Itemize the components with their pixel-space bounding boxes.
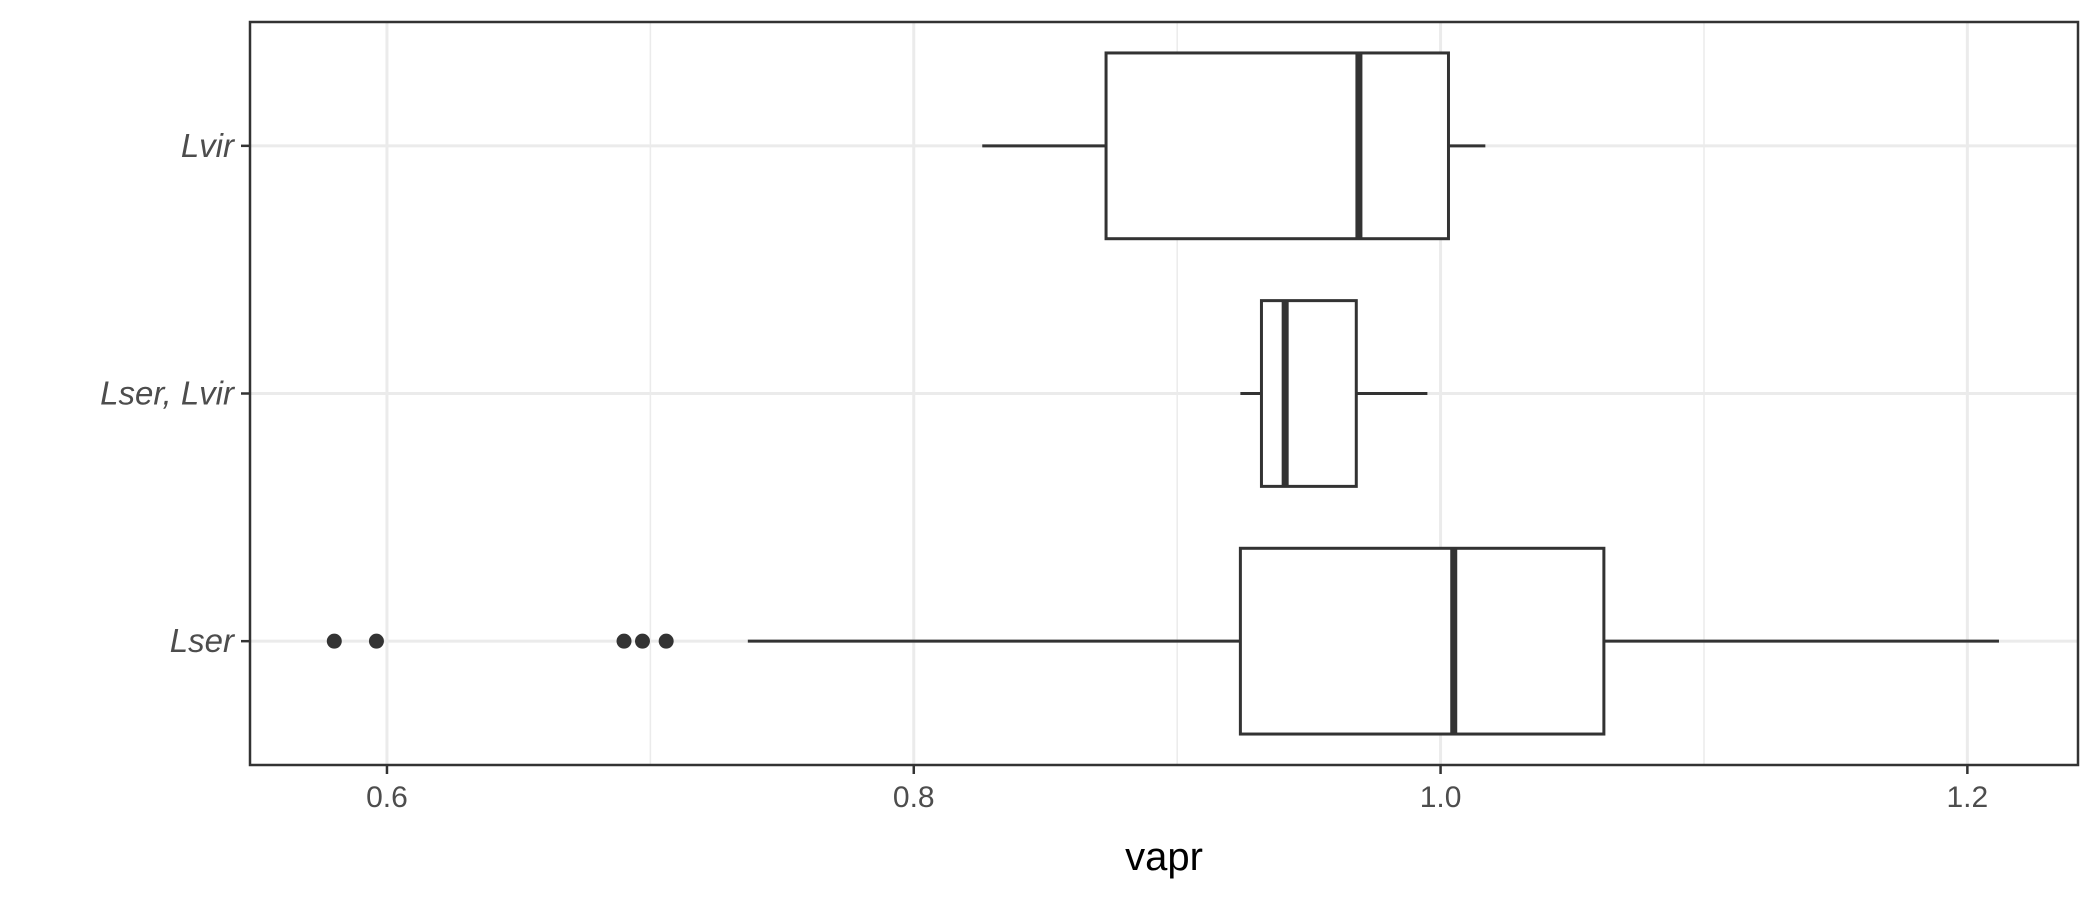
x-tick-label: 1.2: [1947, 781, 1989, 814]
box-group: [982, 51, 1486, 241]
box-iqr: [1104, 51, 1450, 241]
y-category-label: Lser, Lvir: [100, 375, 236, 412]
box-group: [326, 546, 1999, 736]
y-category-label: Lvir: [181, 127, 236, 164]
x-tick-label: 0.8: [893, 781, 935, 814]
box-iqr: [1238, 546, 1606, 736]
box-series: [326, 51, 1999, 736]
x-axis-title: vapr: [1125, 835, 1203, 879]
outlier-point: [326, 633, 342, 649]
outlier-point: [634, 633, 650, 649]
x-tick-label: 0.6: [366, 781, 408, 814]
outlier-point: [616, 633, 632, 649]
box-iqr: [1259, 299, 1358, 488]
y-category-label: Lser: [170, 622, 236, 659]
outlier-point: [658, 633, 674, 649]
box-group: [1240, 299, 1428, 488]
outlier-point: [368, 633, 384, 649]
x-tick-label: 1.0: [1420, 781, 1462, 814]
axes: 0.6 0.8 1.0 1.2 Lvir Lser, Lvir Lser: [100, 127, 1988, 814]
